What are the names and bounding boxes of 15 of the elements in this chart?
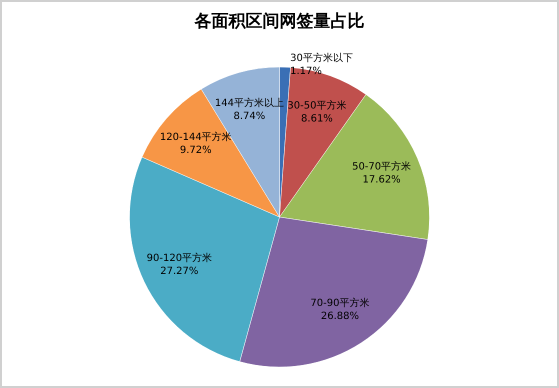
data-label: 8.74% [234, 111, 266, 122]
data-label: 27.27% [160, 266, 198, 277]
slice-label: 30-50平方米 [287, 100, 346, 112]
data-label: 26.88% [320, 311, 360, 322]
slice-label: 144平方米以上 [214, 97, 284, 110]
chart-title: 各面积区间网签量占比 [194, 12, 364, 32]
slice-label: 50-70平方米 [352, 160, 412, 173]
data-label: 17.62% [362, 174, 401, 186]
data-label: 9.72% [180, 145, 212, 156]
slice-label: 90-120平方米 [146, 252, 212, 264]
slice-label: 120-144平方米 [160, 131, 232, 144]
data-label: 1.17% [290, 66, 322, 78]
slice-label: 70-90平方米 [310, 297, 370, 310]
data-label: 8.61% [301, 114, 333, 125]
slice-label: 30平方米以下 [290, 52, 353, 64]
